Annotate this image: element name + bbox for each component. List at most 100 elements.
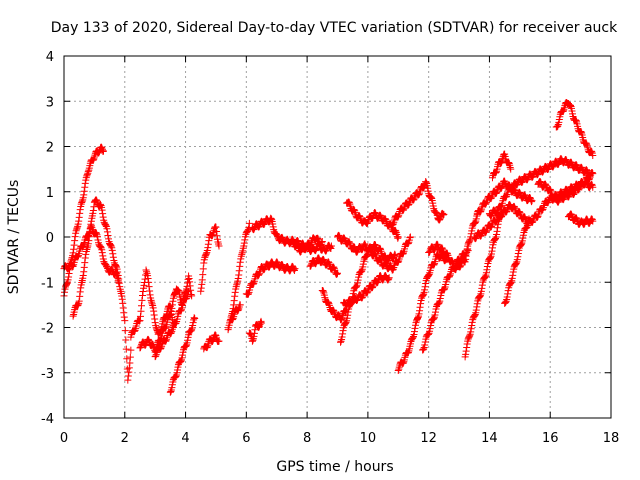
data-point — [184, 336, 192, 344]
data-point — [466, 237, 474, 245]
data-point — [555, 160, 563, 168]
series-track-o — [288, 234, 335, 256]
data-point — [460, 257, 468, 265]
data-point — [338, 315, 346, 323]
data-point — [568, 107, 576, 115]
data-point — [119, 299, 127, 307]
series-track-c — [69, 196, 135, 384]
data-point — [352, 283, 360, 291]
data-point — [510, 203, 518, 211]
series-track-s — [340, 271, 393, 310]
x-tick-label: 14 — [481, 431, 498, 446]
data-point — [173, 366, 181, 374]
data-point — [205, 237, 213, 245]
data-point — [162, 337, 170, 345]
data-point — [168, 301, 176, 309]
data-point — [424, 184, 432, 192]
data-point — [364, 219, 372, 227]
data-point — [438, 209, 446, 217]
data-point — [234, 274, 242, 282]
data-point — [567, 211, 575, 219]
data-point — [477, 231, 485, 239]
data-point — [524, 175, 532, 183]
data-point — [523, 223, 531, 231]
data-point — [199, 265, 207, 273]
data-point — [200, 259, 208, 267]
data-point — [231, 292, 239, 300]
data-point — [172, 319, 180, 327]
data-point — [145, 336, 153, 344]
data-point — [168, 304, 176, 312]
data-point — [137, 343, 145, 351]
data-point — [456, 263, 464, 271]
data-point — [358, 293, 366, 301]
data-point — [81, 179, 89, 187]
data-point — [421, 286, 429, 294]
series-track-i — [200, 331, 223, 353]
data-point — [119, 304, 127, 312]
data-point — [240, 242, 248, 250]
data-point — [115, 275, 123, 283]
data-point — [389, 220, 397, 228]
data-point — [471, 219, 479, 227]
data-point — [74, 301, 82, 309]
data-point — [549, 163, 557, 171]
data-point — [426, 325, 434, 333]
data-point — [338, 333, 346, 341]
data-point — [118, 292, 126, 300]
data-point — [324, 298, 332, 306]
data-point — [99, 213, 107, 221]
data-point — [174, 287, 182, 295]
data-point — [516, 208, 524, 216]
series-track-k — [224, 301, 244, 334]
data-point — [441, 285, 449, 293]
data-point — [416, 307, 424, 315]
data-point — [586, 175, 594, 183]
data-point — [149, 304, 157, 312]
series-track-q — [318, 287, 351, 324]
data-point — [140, 281, 148, 289]
data-point — [118, 295, 126, 303]
data-point — [330, 263, 338, 271]
data-point — [108, 246, 116, 254]
data-point — [487, 250, 495, 258]
data-point — [297, 248, 305, 256]
data-point — [121, 327, 129, 335]
data-point — [77, 284, 85, 292]
data-point — [330, 307, 338, 315]
data-point — [559, 107, 567, 115]
data-point — [97, 243, 105, 251]
data-point — [377, 245, 385, 253]
data-point — [463, 248, 471, 256]
data-point — [426, 248, 434, 256]
data-point — [85, 237, 93, 245]
data-point — [421, 338, 429, 346]
data-point — [356, 213, 364, 221]
data-point — [376, 244, 384, 252]
data-point — [212, 223, 220, 231]
data-point — [394, 213, 402, 221]
data-point — [83, 171, 91, 179]
data-point — [204, 240, 212, 248]
data-point — [421, 341, 429, 349]
data-point — [406, 233, 414, 241]
data-point — [269, 220, 277, 228]
data-point — [83, 245, 91, 253]
data-point — [291, 265, 299, 273]
data-point — [106, 241, 114, 249]
data-point — [509, 268, 517, 276]
data-point — [492, 235, 500, 243]
data-point — [232, 283, 240, 291]
data-point — [125, 368, 133, 376]
data-point — [190, 314, 198, 322]
data-point — [410, 328, 418, 336]
data-point — [319, 287, 327, 295]
data-point — [385, 275, 393, 283]
data-point — [354, 276, 362, 284]
data-point — [145, 278, 153, 286]
data-point — [215, 337, 223, 345]
data-point — [64, 276, 72, 284]
data-point — [467, 325, 475, 333]
data-point — [245, 223, 253, 231]
data-point — [334, 269, 341, 277]
